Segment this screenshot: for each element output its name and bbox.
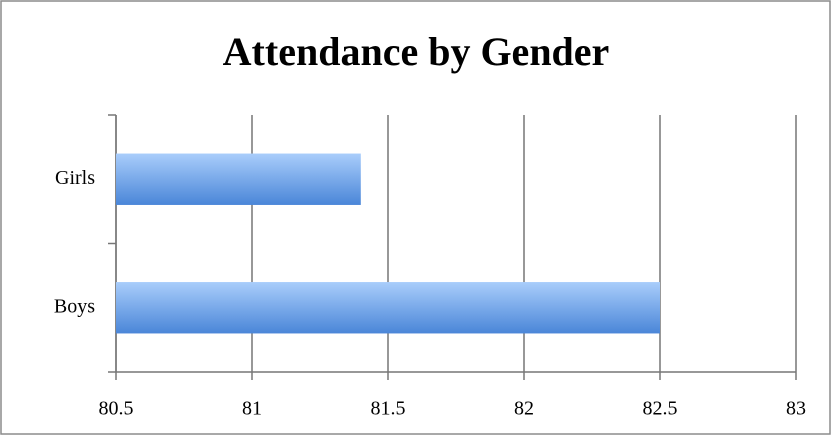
x-tick-label: 81 [242,398,262,420]
y-tick-label: Girls [55,167,95,189]
y-tick-label: Boys [54,295,95,317]
x-tick-label: 82.5 [643,398,678,420]
chart-title: Attendance by Gender [223,29,610,74]
bar [116,153,361,205]
bar [116,282,660,334]
x-tick-label: 83 [786,398,806,420]
x-tick-label: 81.5 [371,398,406,420]
x-tick-label: 80.5 [99,398,134,420]
x-tick-label: 82 [514,398,534,420]
